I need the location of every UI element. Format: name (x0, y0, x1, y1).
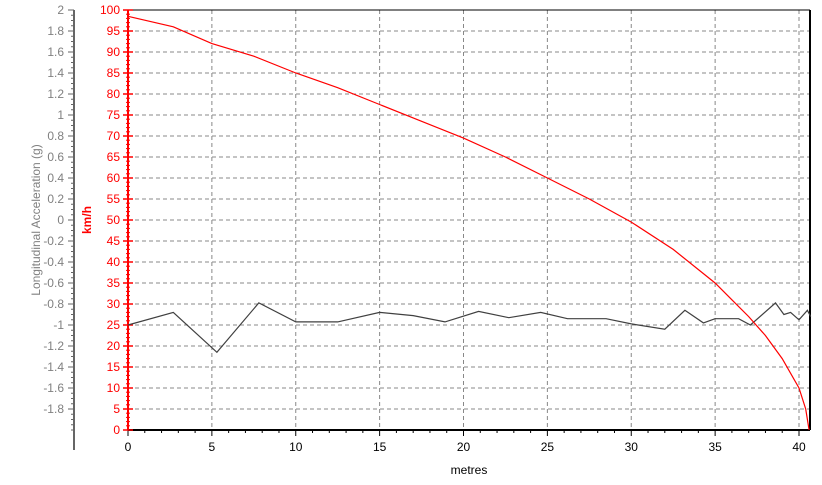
y-left-tick-label: 0.6 (47, 150, 64, 164)
y-right-tick-label: 75 (107, 108, 121, 122)
y-right-tick-label: 5 (113, 402, 120, 416)
y-left-tick-label: 1.4 (47, 66, 64, 80)
y-right-tick-label: 40 (107, 255, 121, 269)
y-right-tick-label: 0 (113, 423, 120, 437)
y-right-tick-label: 90 (107, 45, 121, 59)
y-left-tick-label: -0.2 (43, 234, 64, 248)
y-right-axis-label: km/h (80, 206, 94, 234)
y-right-tick-label: 10 (107, 381, 121, 395)
y-right-tick-label: 95 (107, 24, 121, 38)
y-left-tick-label: -1.6 (43, 381, 64, 395)
y-right-tick-label: 100 (100, 3, 120, 17)
y-left-tick-label: -0.8 (43, 297, 64, 311)
grid (128, 9, 810, 430)
axes: 0 5 10 15 20 25 30 35 40100959085807570656055504… (43, 3, 811, 454)
y-left-tick-label: -1 (53, 318, 64, 332)
y-left-tick-label: 1.6 (47, 45, 64, 59)
y-right-tick-label: 55 (107, 192, 121, 206)
y-right-tick-label: 35 (107, 276, 121, 290)
x-tick-label: 30 (625, 440, 639, 454)
y-left-tick-label: -1.8 (43, 402, 64, 416)
y-left-tick-label: 2 (57, 3, 64, 17)
x-tick-label: 5 (209, 440, 216, 454)
y-left-tick-label: 1.2 (47, 87, 64, 101)
x-tick-label: 0 (125, 440, 132, 454)
y-left-tick-label: 0.4 (47, 171, 64, 185)
x-tick-label: 15 (373, 440, 387, 454)
y-left-tick-label: -0.4 (43, 255, 64, 269)
x-axis-label: metres (451, 463, 488, 477)
y-right-tick-label: 30 (107, 297, 121, 311)
y-right-tick-label: 50 (107, 213, 121, 227)
x-tick-label: 25 (541, 440, 555, 454)
y-right-tick-label: 85 (107, 66, 121, 80)
y-right-tick-label: 60 (107, 171, 121, 185)
y-right-tick-label: 80 (107, 87, 121, 101)
y-left-tick-label: 0 (57, 213, 64, 227)
y-left-tick-label: 1 (57, 108, 64, 122)
y-right-tick-label: 45 (107, 234, 121, 248)
series (127, 15, 812, 431)
y-left-tick-label: 0.8 (47, 129, 64, 143)
y-left-tick-label: -1.2 (43, 339, 64, 353)
y-left-tick-label: -0.6 (43, 276, 64, 290)
acceleration-line (127, 302, 812, 354)
x-tick-label: 20 (457, 440, 471, 454)
y-right-tick-label: 25 (107, 318, 121, 332)
y-left-axis-label: Longitudinal Acceleration (g) (29, 144, 43, 295)
y-right-tick-label: 65 (107, 150, 121, 164)
speed-line (127, 15, 810, 431)
y-left-tick-label: 0.2 (47, 192, 64, 206)
x-tick-label: 35 (708, 440, 722, 454)
y-right-tick-label: 70 (107, 129, 121, 143)
y-left-tick-label: 1.8 (47, 24, 64, 38)
y-right-tick-label: 20 (107, 339, 121, 353)
y-right-tick-label: 15 (107, 360, 121, 374)
y-left-tick-label: -1.4 (43, 360, 64, 374)
x-tick-label: 10 (289, 440, 303, 454)
x-tick-label: 40 (792, 440, 806, 454)
